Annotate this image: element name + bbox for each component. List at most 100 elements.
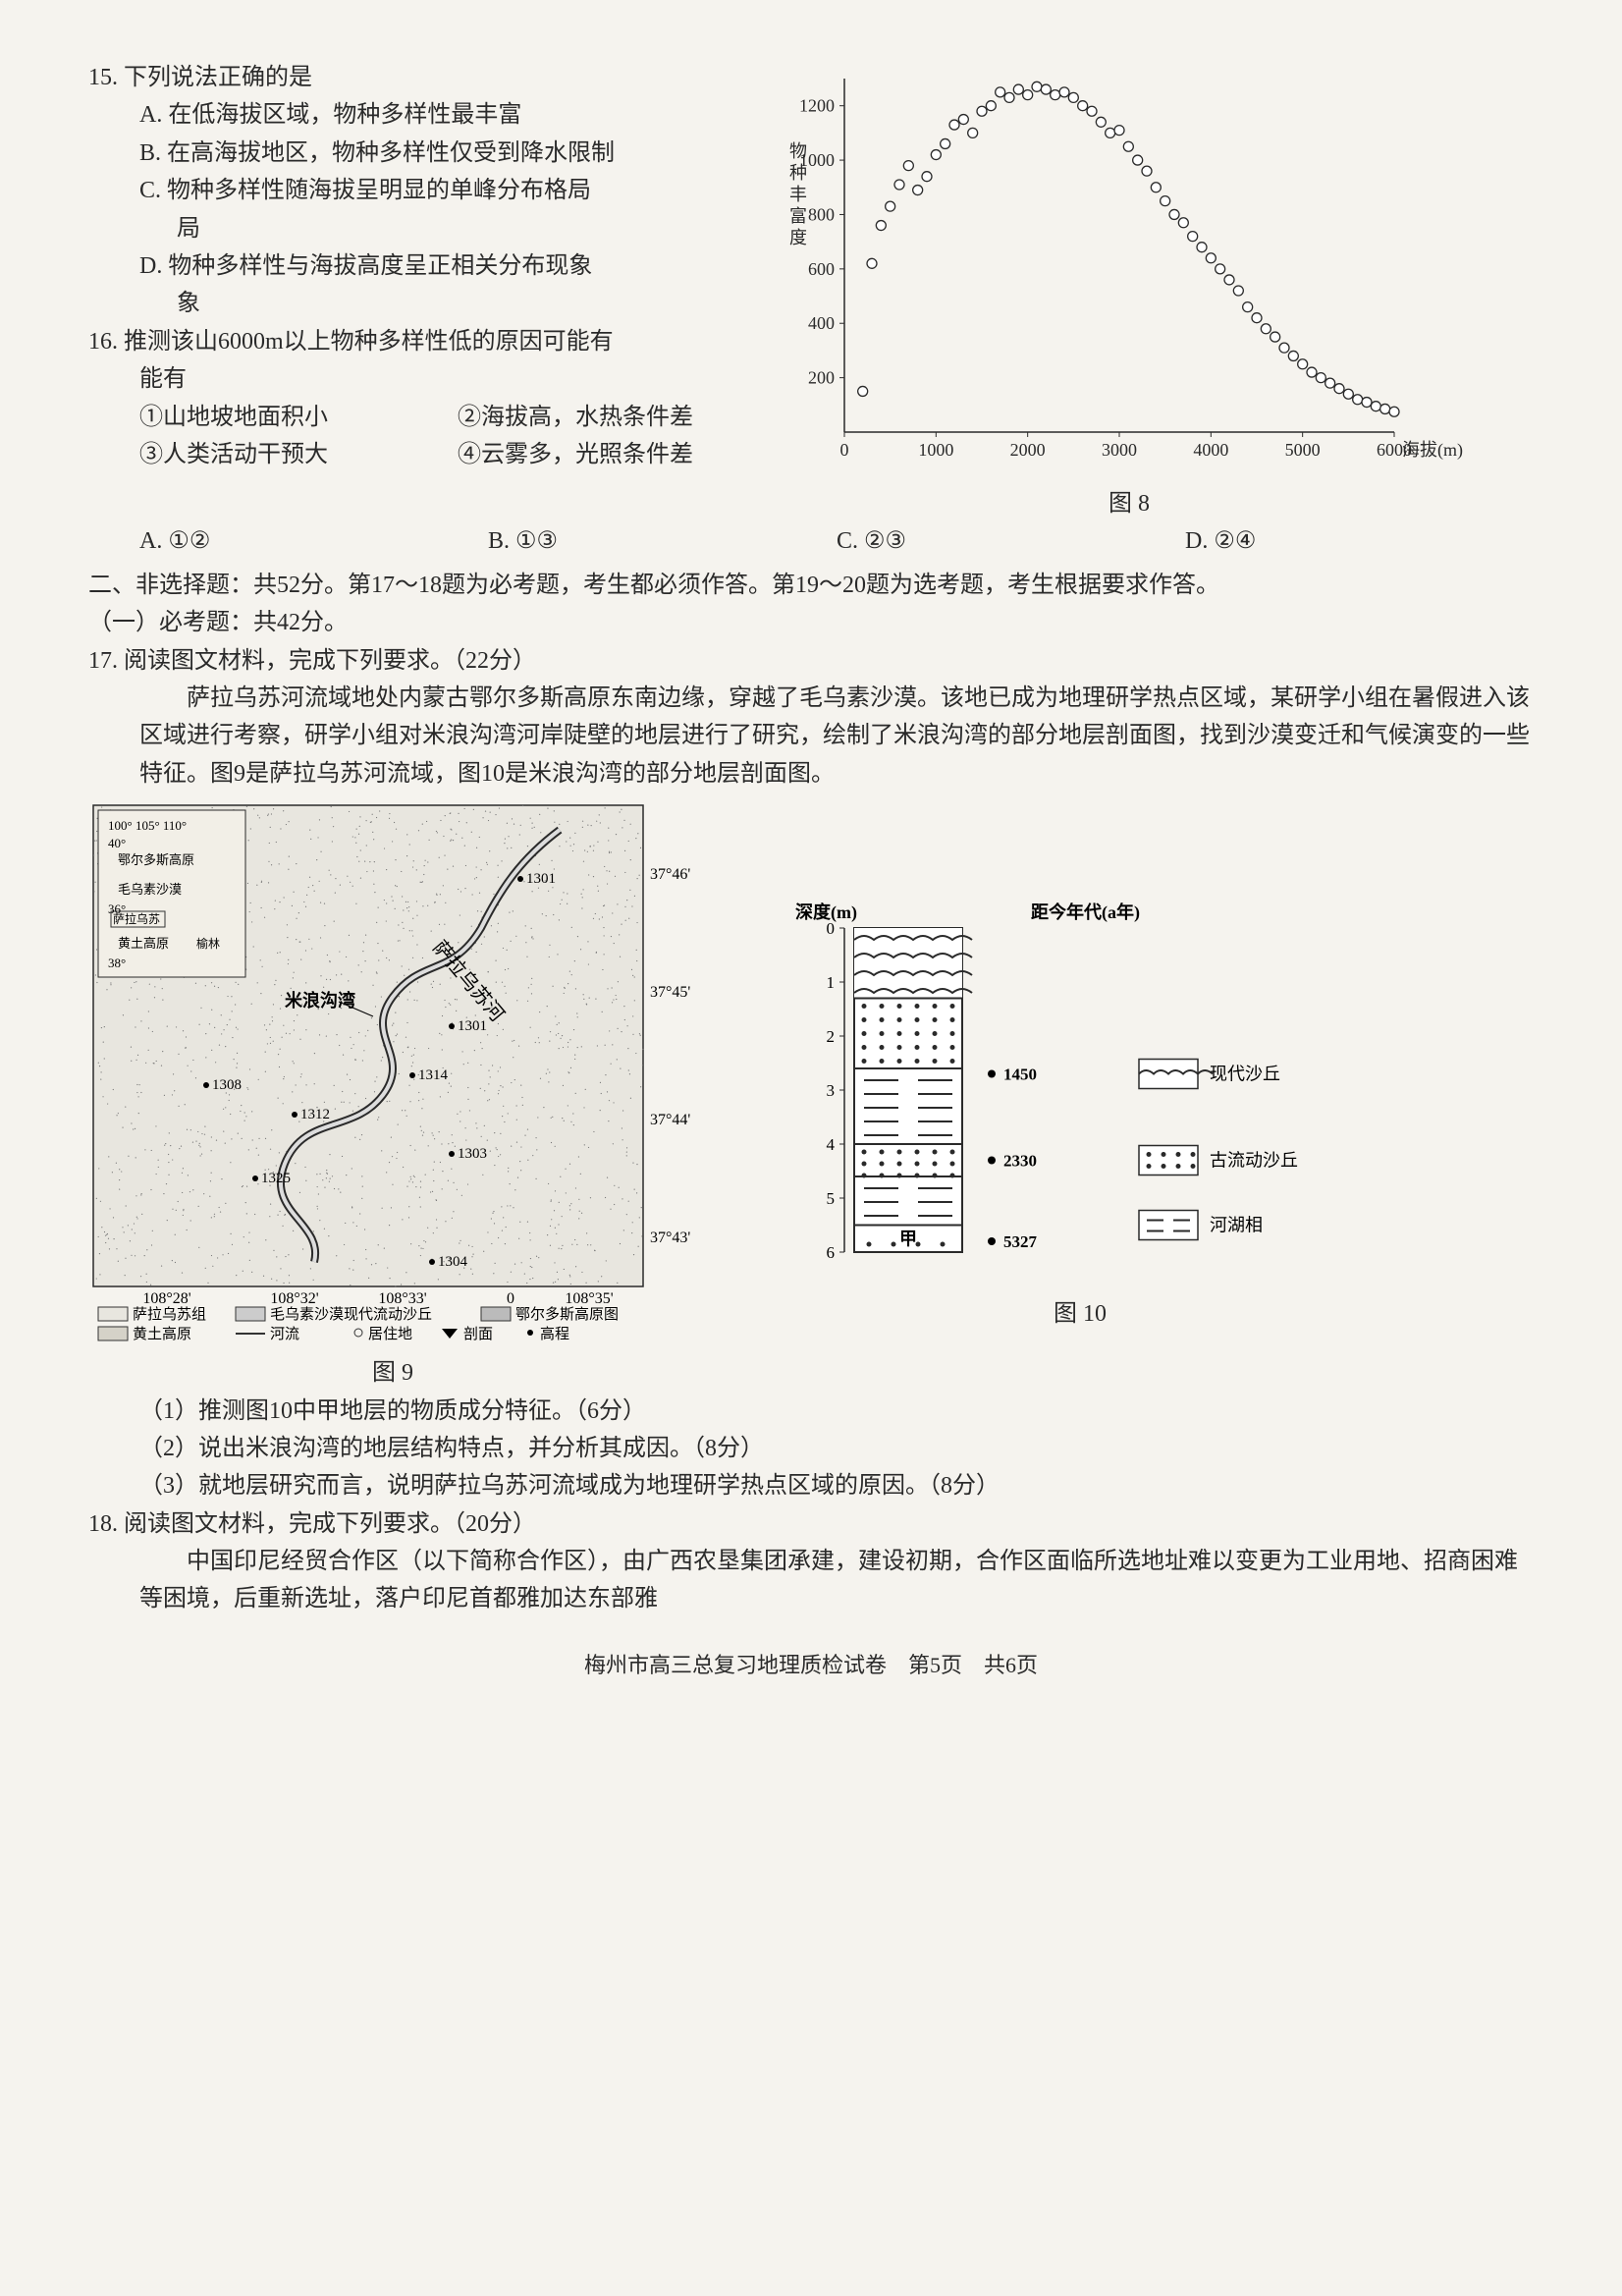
svg-text:1325: 1325 (261, 1171, 291, 1186)
q16-c1: ①山地坡地面积小 (139, 399, 458, 436)
svg-text:黄土高原: 黄土高原 (133, 1326, 191, 1342)
svg-text:4000: 4000 (1193, 440, 1228, 460)
svg-text:37°45': 37°45' (650, 984, 690, 1001)
q17-s1: （1）推测图10中甲地层的物质成分特征。（6分） (88, 1393, 1534, 1430)
q16-stem: 16. 推测该山6000m以上物种多样性低的原因可能有 (88, 323, 776, 360)
svg-text:种: 种 (789, 163, 807, 183)
svg-text:富: 富 (789, 206, 807, 226)
fig10-label: 图 10 (736, 1295, 1424, 1333)
q17-para: 萨拉乌苏河流域地处内蒙古鄂尔多斯高原东南边缘，穿越了毛乌素沙漠。该地已成为地理研… (88, 680, 1534, 793)
svg-text:1312: 1312 (300, 1107, 330, 1122)
fig8-label: 图 8 (776, 485, 1483, 522)
q18-stem: 18. 阅读图文材料，完成下列要求。（20分） (88, 1505, 1534, 1543)
q16-opt-a[interactable]: A. ①② (139, 522, 488, 560)
svg-text:5000: 5000 (1285, 440, 1321, 460)
svg-text:36°: 36° (108, 902, 126, 916)
svg-text:1303: 1303 (458, 1146, 487, 1162)
q18-num: 18. (88, 1511, 118, 1537)
svg-text:黄土高原: 黄土高原 (118, 936, 169, 951)
q15-num: 15. (88, 65, 118, 90)
q15-opt-d-cont: 象 (88, 285, 776, 322)
svg-text:距今年代(a年): 距今年代(a年) (1031, 902, 1140, 923)
svg-text:1301: 1301 (526, 871, 556, 887)
svg-text:高程: 高程 (540, 1326, 569, 1342)
q16-opt-d[interactable]: D. ②④ (1185, 522, 1534, 560)
svg-text:2000: 2000 (1010, 440, 1046, 460)
q16-cond-row2: ③人类活动干预大 ④云雾多，光照条件差 (88, 436, 776, 473)
section2-title: 二、非选择题：共52分。第17～18题为必考题，考生都必须作答。第19～20题为… (88, 567, 1534, 604)
svg-text:0: 0 (507, 1290, 514, 1307)
q15-opt-c-cont: 局 (88, 210, 776, 247)
q16-stem-text: 推测该山6000m以上物种多样性低的原因可能有 (124, 329, 614, 355)
svg-text:108°28': 108°28' (142, 1290, 190, 1307)
svg-text:800: 800 (808, 204, 835, 224)
svg-text:1314: 1314 (418, 1067, 449, 1083)
svg-text:鄂尔多斯高原: 鄂尔多斯高原 (118, 852, 194, 867)
svg-text:2: 2 (827, 1027, 836, 1046)
svg-text:丰: 丰 (789, 185, 807, 204)
svg-text:108°35': 108°35' (565, 1290, 613, 1307)
svg-text:37°44': 37°44' (650, 1112, 690, 1128)
strat-fig10: 深度(m)0123456甲距今年代(a年)145023305327现代沙丘古流动… (736, 899, 1424, 1291)
q16-c4: ④云雾多，光照条件差 (458, 436, 776, 473)
svg-text:100° 105° 110°: 100° 105° 110° (108, 818, 187, 833)
q16-stem-cont: 能有 (88, 360, 776, 398)
q16-num: 16. (88, 329, 118, 355)
svg-text:河湖相: 河湖相 (1210, 1216, 1263, 1235)
q17-num: 17. (88, 648, 118, 674)
svg-text:海拔(m): 海拔(m) (1402, 440, 1463, 461)
q16-opt-c[interactable]: C. ②③ (837, 522, 1185, 560)
q15-opt-c[interactable]: C. 物种多样性随海拔呈明显的单峰分布格局 (88, 172, 776, 209)
q17-stem-text: 阅读图文材料，完成下列要求。（22分） (124, 648, 536, 674)
q17-s2: （2）说出米浪沟湾的地层结构特点，并分析其成因。（8分） (88, 1430, 1534, 1467)
fig10-container: 深度(m)0123456甲距今年代(a年)145023305327现代沙丘古流动… (736, 800, 1424, 1333)
q15-stem-text: 下列说法正确的是 (124, 65, 312, 90)
svg-text:鄂尔多斯高原图: 鄂尔多斯高原图 (515, 1306, 619, 1323)
svg-text:37°43': 37°43' (650, 1230, 690, 1246)
q16-c3: ③人类活动干预大 (139, 436, 458, 473)
svg-text:1301: 1301 (458, 1018, 487, 1034)
svg-text:居住地: 居住地 (368, 1326, 412, 1342)
section2-sub1: （一）必考题：共42分。 (88, 604, 1534, 641)
svg-text:3: 3 (827, 1081, 836, 1100)
chart-fig8: 2004006008001000120001000200030004000500… (776, 59, 1483, 481)
q18-stem-text: 阅读图文材料，完成下列要求。（20分） (124, 1511, 536, 1537)
svg-text:6: 6 (827, 1243, 836, 1262)
svg-text:毛乌素沙漠: 毛乌素沙漠 (118, 882, 182, 897)
svg-text:1308: 1308 (212, 1077, 242, 1093)
svg-text:0: 0 (840, 440, 849, 460)
svg-text:1450: 1450 (1003, 1066, 1037, 1084)
svg-text:度: 度 (789, 228, 807, 247)
q15-opt-b[interactable]: B. 在高海拔地区，物种多样性仅受到降水限制 (88, 135, 776, 172)
svg-text:河流: 河流 (270, 1326, 299, 1342)
svg-text:榆林: 榆林 (196, 936, 220, 951)
svg-text:3000: 3000 (1102, 440, 1137, 460)
q16-options: A. ①② B. ①③ C. ②③ D. ②④ (88, 522, 1534, 560)
svg-text:108°33': 108°33' (378, 1290, 426, 1307)
svg-text:5327: 5327 (1003, 1232, 1038, 1251)
svg-text:古流动沙丘: 古流动沙丘 (1210, 1151, 1298, 1171)
q16-cond-row1: ①山地坡地面积小 ②海拔高，水热条件差 (88, 399, 776, 436)
svg-text:物: 物 (789, 141, 807, 161)
q17-s3: （3）就地层研究而言，说明萨拉乌苏河流域成为地理研学热点区域的原因。（8分） (88, 1467, 1534, 1504)
q15-opt-d[interactable]: D. 物种多样性与海拔高度呈正相关分布现象 (88, 247, 776, 285)
q15-opt-a[interactable]: A. 在低海拔区域，物种多样性最丰富 (88, 96, 776, 134)
svg-text:1200: 1200 (799, 96, 835, 116)
svg-text:400: 400 (808, 313, 835, 333)
svg-text:米浪沟湾: 米浪沟湾 (285, 990, 355, 1011)
svg-text:0: 0 (827, 919, 836, 938)
q18-para: 中国印尼经贸合作区（以下简称合作区），由广西农垦集团承建，建设初期，合作区面临所… (88, 1543, 1534, 1618)
svg-text:1304: 1304 (438, 1254, 468, 1270)
svg-text:2330: 2330 (1003, 1152, 1037, 1171)
fig9-label: 图 9 (88, 1354, 697, 1392)
svg-text:萨拉乌苏组: 萨拉乌苏组 (133, 1306, 206, 1323)
fig9-container: 100° 105° 110°40°鄂尔多斯高原毛乌素沙漠萨拉乌苏黄土高原榆林38… (88, 800, 697, 1392)
svg-text:600: 600 (808, 259, 835, 279)
svg-text:38°: 38° (108, 956, 126, 970)
q16-opt-b[interactable]: B. ①③ (488, 522, 837, 560)
svg-text:1000: 1000 (918, 440, 953, 460)
svg-text:1: 1 (827, 973, 836, 992)
q16-c2: ②海拔高，水热条件差 (458, 399, 776, 436)
svg-text:甲: 甲 (899, 1229, 917, 1248)
page-footer: 梅州市高三总复习地理质检试卷 第5页 共6页 (88, 1648, 1534, 1682)
